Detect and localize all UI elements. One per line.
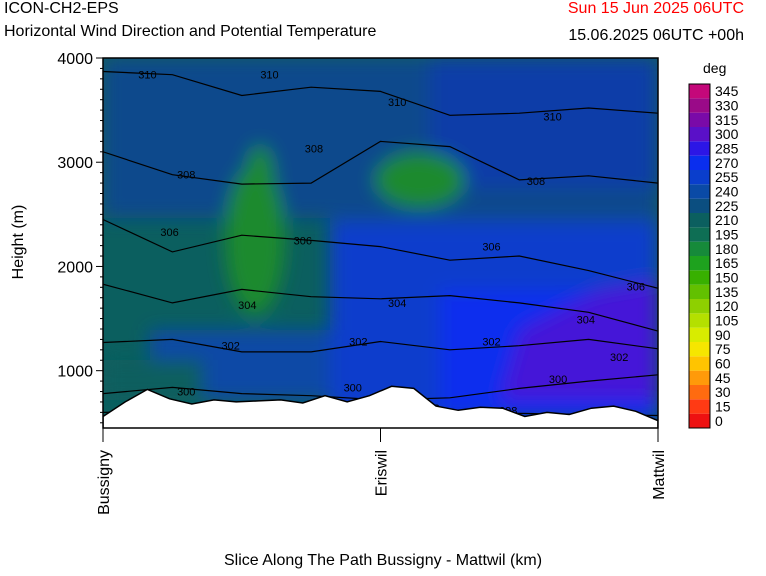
isentrope-label: 304 [388, 298, 406, 310]
isentrope-label: 302 [610, 352, 628, 364]
x-axis: Bussigny Eriswil Mattwil [96, 428, 668, 515]
isentrope-label: 310 [388, 97, 406, 109]
isentrope-label: 308 [177, 170, 195, 182]
colorbar-swatch [689, 313, 710, 328]
wind-direction-field [103, 58, 658, 420]
colorbar-swatch [689, 342, 710, 357]
isentrope-label: 310 [260, 70, 278, 82]
colorbar-label: 180 [715, 241, 739, 257]
isentrope-label: 310 [138, 70, 156, 82]
isentrope-label: 300 [177, 387, 195, 399]
plot-area: 310 310 310 310 308 308 308 306 306 306 306 304 304 3… [103, 58, 658, 428]
isentrope-label: 308 [305, 144, 323, 156]
colorbar-swatch [689, 385, 710, 400]
isentrope-label: 306 [160, 227, 178, 239]
isentrope-306 [103, 218, 658, 289]
isentrope-label: 302 [221, 341, 239, 353]
y-tick-label: 2000 [57, 259, 93, 276]
colorbar-label: 240 [715, 184, 739, 200]
colorbar-swatch [689, 198, 710, 213]
colorbar-label: 165 [715, 255, 739, 271]
isentrope-label: 304 [238, 300, 256, 312]
colorbar-label: 0 [715, 413, 723, 429]
colorbar-swatch [689, 413, 710, 428]
isentrope-304 [103, 283, 658, 332]
colorbar-swatch [689, 84, 710, 99]
colorbar-label: 225 [715, 198, 739, 214]
isentrope-label: 306 [294, 235, 312, 247]
colorbar-label: 150 [715, 270, 739, 286]
colorbar-label: 315 [715, 112, 739, 128]
colorbar-frame [688, 83, 711, 429]
isentrope-302 [103, 338, 658, 353]
isentrope-labels: 310 310 310 310 308 308 308 306 306 306 306 304 304 3… [138, 70, 645, 418]
colorbar-label: 255 [715, 169, 739, 185]
colorbar-swatch [689, 170, 710, 185]
colorbar-label: 45 [715, 370, 731, 386]
colorbar-swatch [689, 112, 710, 127]
isentrope-label: 304 [577, 315, 595, 327]
run-date: Sun 15 Jun 2025 06UTC [567, 0, 744, 17]
y-tick-label: 4000 [57, 51, 93, 68]
colorbar: 0153045607590105120135150165180195210225… [688, 83, 739, 429]
colorbar-label: 300 [715, 126, 739, 142]
model-name: ICON-CH2-EPS [4, 0, 119, 17]
colorbar-unit: deg [703, 60, 727, 76]
y-tick-label: 3000 [57, 155, 93, 172]
x-axis-label: Slice Along The Path Bussigny - Mattwil … [223, 552, 543, 569]
x-tick-label: Bussigny [96, 450, 113, 515]
colorbar-label: 105 [715, 313, 739, 329]
colorbar-label: 75 [715, 341, 731, 357]
y-tick-label: 1000 [57, 364, 93, 381]
colorbar-swatch [689, 270, 710, 285]
isentrope-label: 302 [349, 336, 367, 348]
colorbar-label: 270 [715, 155, 739, 171]
colorbar-swatch [689, 284, 710, 299]
valid-time: 15.06.2025 06UTC +00h [568, 27, 744, 44]
colorbar-swatch [689, 370, 710, 385]
colorbar-swatch [689, 356, 710, 371]
isentrope-label: 310 [543, 111, 561, 123]
colorbar-label: 120 [715, 298, 739, 314]
colorbar-swatch [689, 184, 710, 199]
colorbar-swatch [689, 155, 710, 170]
colorbar-swatch [689, 399, 710, 414]
colorbar-label: 195 [715, 227, 739, 243]
colorbar-swatch [689, 299, 710, 314]
colorbar-swatch [689, 227, 710, 242]
terrain [103, 385, 658, 428]
isentrope-310 [103, 70, 658, 116]
colorbar-swatch [689, 256, 710, 271]
colorbar-label: 135 [715, 284, 739, 300]
isentrope-label: 300 [549, 374, 567, 386]
colorbar-swatch [689, 141, 710, 156]
colorbar-label: 285 [715, 141, 739, 157]
colorbar-swatch [689, 213, 710, 228]
colorbar-label: 210 [715, 212, 739, 228]
isentrope-label: 306 [627, 281, 645, 293]
colorbar-swatch [689, 327, 710, 342]
colorbar-label: 30 [715, 384, 731, 400]
isentrope-label: 302 [482, 336, 500, 348]
x-tick-label: Mattwil [651, 450, 668, 500]
y-axis: 1000 2000 3000 4000 [57, 51, 103, 424]
colorbar-label: 345 [715, 83, 739, 99]
isentrope-label: 308 [527, 176, 545, 188]
colorbar-swatch [689, 127, 710, 142]
colorbar-label: 90 [715, 327, 731, 343]
colorbar-label: 330 [715, 98, 739, 114]
chart-title: Horizontal Wind Direction and Potential … [4, 23, 377, 40]
isentrope-308 [103, 140, 658, 185]
colorbar-swatch [689, 98, 710, 113]
colorbar-label: 60 [715, 356, 731, 372]
x-tick-label: Eriswil [374, 450, 391, 496]
colorbar-label: 15 [715, 399, 731, 415]
isentrope-label: 300 [344, 382, 362, 394]
colorbar-swatch [689, 241, 710, 256]
y-axis-label: Height (m) [10, 205, 27, 280]
isentrope-label: 306 [482, 242, 500, 254]
